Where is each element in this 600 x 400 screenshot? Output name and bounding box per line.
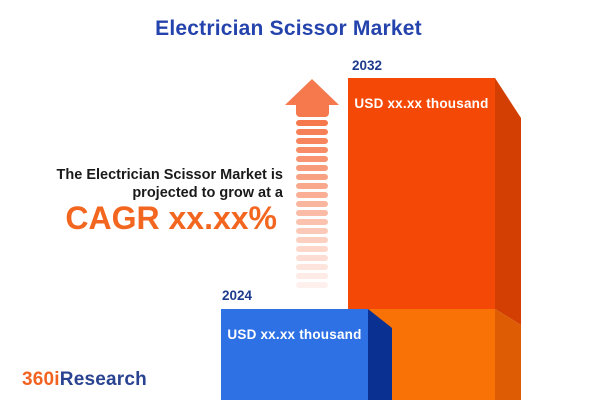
bar-2024-year-label: 2024 bbox=[222, 288, 253, 303]
bar-2032-face-upper bbox=[348, 78, 495, 309]
bar-2032-side-upper bbox=[495, 78, 521, 325]
up-arrow-stripe bbox=[296, 210, 328, 216]
bar-2024-value-label: USD xx.xx thousand bbox=[227, 327, 362, 342]
up-arrow-icon bbox=[285, 79, 339, 117]
up-arrow-stripe bbox=[296, 174, 328, 180]
up-arrow-stripe bbox=[296, 228, 328, 234]
brand-logo: 360iResearch bbox=[22, 369, 147, 391]
up-arrow-stripe bbox=[296, 183, 328, 189]
bar-2032-side-lower bbox=[495, 309, 521, 400]
up-arrow-stripe bbox=[296, 219, 328, 225]
growth-statement: The Electrician Scissor Market is projec… bbox=[20, 166, 283, 202]
bar-2024-face bbox=[221, 309, 368, 400]
brand-logo-research: Research bbox=[59, 369, 147, 390]
up-arrow-stripe bbox=[296, 264, 328, 270]
growth-statement-line2: projected to grow at a bbox=[132, 185, 283, 201]
up-arrow-stripe bbox=[296, 237, 328, 243]
bar-2032-value-label: USD xx.xx thousand bbox=[354, 96, 489, 111]
up-arrow-stripe bbox=[296, 192, 328, 198]
up-arrow-stripe bbox=[296, 282, 328, 288]
up-arrow-stripes bbox=[296, 120, 328, 288]
up-arrow-stripe bbox=[296, 156, 328, 162]
up-arrow-stripe bbox=[296, 201, 328, 207]
up-arrow-stripe bbox=[296, 129, 328, 135]
up-arrow-stripe bbox=[296, 246, 328, 252]
up-arrow-stripe bbox=[296, 147, 328, 153]
cagr-value: CAGR xx.xx% bbox=[65, 200, 277, 236]
page-title: Electrician Scissor Market bbox=[155, 17, 422, 40]
bar-2032-year-label: 2032 bbox=[352, 58, 383, 73]
up-arrow-stripe bbox=[296, 255, 328, 261]
up-arrow-stripe bbox=[296, 138, 328, 144]
up-arrow-stripe bbox=[296, 273, 328, 279]
growth-statement-line1: The Electrician Scissor Market is bbox=[56, 167, 283, 183]
up-arrow-stripe bbox=[296, 165, 328, 171]
up-arrow-stripe bbox=[296, 120, 328, 126]
brand-logo-360i: 360i bbox=[22, 369, 60, 390]
